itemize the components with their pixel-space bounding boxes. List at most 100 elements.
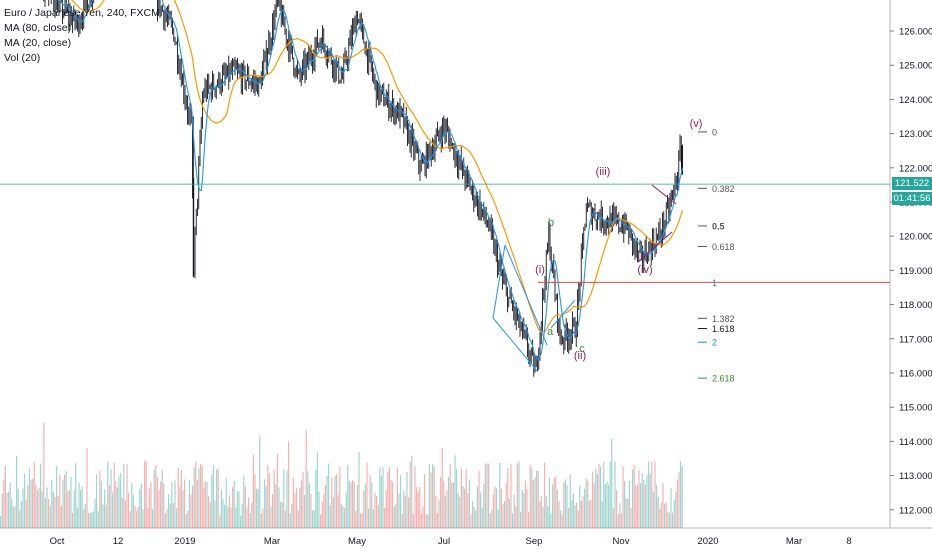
volume-bar <box>376 496 378 528</box>
volume-bar <box>649 473 651 528</box>
legend-symbol[interactable]: Euro / Japanese Yen, 240, FXCM <box>4 7 160 19</box>
volume-bar <box>76 507 78 528</box>
volume-bar <box>171 481 173 528</box>
volume-bar <box>118 476 120 528</box>
volume-bar <box>352 479 354 528</box>
volume-bar <box>464 488 466 528</box>
volume-bar <box>585 478 587 528</box>
volume-bar <box>571 500 573 528</box>
volume-bar <box>606 481 608 528</box>
volume-bar <box>672 512 674 528</box>
volume-bar <box>628 480 630 528</box>
volume-bar <box>348 481 350 528</box>
volume-bar <box>4 465 6 528</box>
volume-bar <box>496 488 498 528</box>
volume-bar <box>102 504 104 528</box>
volume-bar <box>54 496 56 528</box>
volume-bar <box>632 469 634 528</box>
volume-bar <box>460 468 462 528</box>
fib-level-label: 0.382 <box>712 184 735 194</box>
volume-bar <box>208 495 210 528</box>
price-tick-label: 126.000 <box>899 27 932 38</box>
volume-bar <box>120 473 122 528</box>
volume-bar <box>260 513 262 528</box>
volume-bar <box>390 479 392 528</box>
volume-bar <box>641 473 643 528</box>
volume-bar <box>462 486 464 528</box>
volume-bar <box>310 493 312 528</box>
volume-bar <box>316 452 318 528</box>
volume-bar <box>41 491 43 528</box>
wave-label: (ii) <box>574 350 586 362</box>
volume-bar <box>612 507 614 528</box>
volume-bar <box>556 489 558 528</box>
volume-bar <box>212 465 214 528</box>
volume-bar <box>259 435 261 528</box>
volume-bar <box>70 476 72 528</box>
volume-bar <box>452 482 454 528</box>
volume-bar <box>553 478 555 528</box>
volume-bar <box>1 493 3 528</box>
triangle-lower <box>637 231 673 263</box>
volume-bar <box>216 469 218 528</box>
volume-bar <box>204 481 206 528</box>
volume-bar <box>65 471 67 528</box>
volume-bar <box>667 512 669 528</box>
volume-bar <box>440 477 442 528</box>
wave-label: b <box>548 217 554 229</box>
volume-bar <box>264 479 266 528</box>
volume-bar <box>107 461 109 528</box>
volume-bar <box>62 479 64 528</box>
fib-level-label: 1 <box>712 278 717 288</box>
volume-bar <box>243 475 245 528</box>
volume-bar <box>398 493 400 528</box>
volume-bar <box>40 463 42 528</box>
volume-bar <box>147 507 149 528</box>
last-price-tag: 121.522 <box>892 177 932 190</box>
volume-bar <box>427 514 429 528</box>
small-wedge <box>550 299 576 329</box>
channel-left <box>492 244 506 319</box>
price-tick-label: 116.000 <box>899 369 932 380</box>
volume-bar <box>619 503 621 528</box>
volume-bar <box>286 470 288 528</box>
volume-bar <box>49 505 51 528</box>
price-tick-label: 124.000 <box>899 95 932 106</box>
price-axis[interactable]: 126.000125.000124.000123.000122.000121.0… <box>890 27 932 517</box>
volume-bar <box>148 488 150 528</box>
volume-bar <box>121 497 123 528</box>
volume-bar <box>545 495 547 528</box>
volume-bar <box>270 507 272 528</box>
volume-bar <box>78 482 80 528</box>
volume-bar <box>116 487 118 528</box>
volume-bar <box>312 510 314 528</box>
volume-bar <box>625 498 627 528</box>
volume-bar <box>320 514 322 528</box>
legend-ma80[interactable]: MA (80, close) <box>4 22 72 34</box>
volume-bar <box>211 474 213 528</box>
volume-bar <box>166 509 168 528</box>
volume-bar <box>30 479 32 528</box>
volume-bar <box>353 481 355 528</box>
drawings <box>0 183 890 373</box>
volume-bar <box>601 501 603 528</box>
volume-bar <box>20 501 22 528</box>
legend-ma20[interactable]: MA (20, close) <box>4 37 72 49</box>
wave-label: (iii) <box>596 166 611 178</box>
volume-bar <box>548 477 550 528</box>
volume-bar <box>441 447 443 528</box>
volume-bar <box>294 494 296 528</box>
volume-bar <box>512 513 514 528</box>
time-axis[interactable]: Oct 12 2019 Mar May Jul Sep Nov 2020 Mar 8 <box>50 536 852 547</box>
volume-bar <box>305 430 307 528</box>
volume-bar <box>435 495 437 528</box>
volume-bar <box>214 500 216 528</box>
volume-bar <box>0 515 2 528</box>
legend-vol[interactable]: Vol (20) <box>4 52 41 64</box>
volume-bar <box>584 488 586 528</box>
volume-bar <box>484 464 486 528</box>
volume-bar <box>72 512 74 528</box>
volume-bar <box>217 468 219 528</box>
